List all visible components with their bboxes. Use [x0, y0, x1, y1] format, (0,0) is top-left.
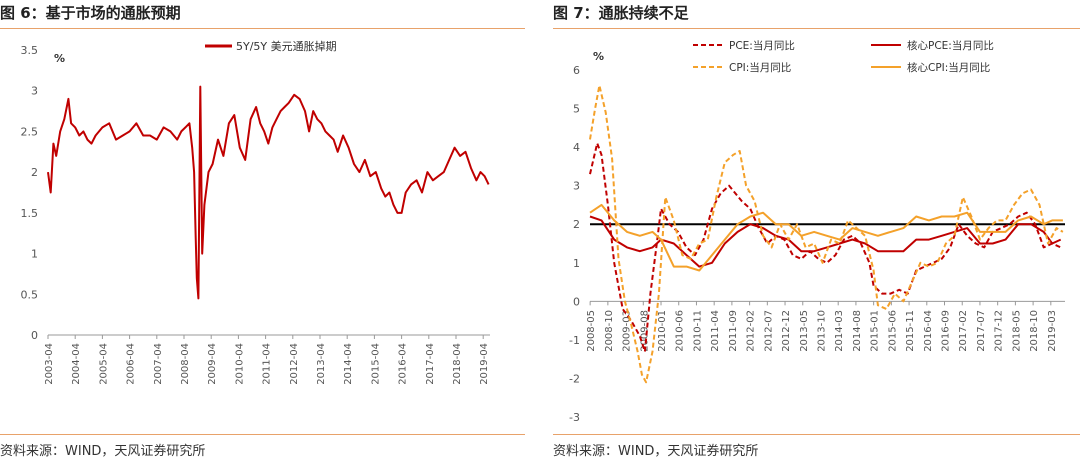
- x-tick-label: 2009-04: [207, 343, 218, 385]
- x-tick-label: 2005-04: [98, 343, 109, 385]
- x-tick-label: 2008-10: [604, 310, 615, 352]
- panel-left: 图 6：基于市场的通胀预期 0 0.5 1 1.5 2 2.5 3 3.5% 2003-04 20…: [0, 0, 525, 467]
- legend-label-3: CPI:当月同比: [729, 61, 791, 74]
- x-tick-label: 2015-04: [370, 343, 381, 385]
- x-tick-label: 2008-05: [586, 310, 597, 352]
- series-line-4: [589, 203, 1063, 272]
- chart-title-right: 图 7：通胀持续不足: [553, 4, 689, 22]
- x-tick-label: 2004-04: [71, 343, 82, 385]
- x-tick-label: 2019-04: [479, 343, 490, 385]
- x-tick-label: 2018-05: [1011, 310, 1022, 352]
- x-tick-label: 2015-06: [887, 310, 898, 352]
- y-unit-label: %: [54, 52, 65, 65]
- y-tick-label: 1.5: [21, 207, 39, 220]
- title-divider-right: [553, 28, 1080, 29]
- chart-title-left: 图 6：基于市场的通胀预期: [0, 4, 181, 22]
- x-tick-label: 2003-04: [44, 343, 55, 385]
- x-tick-label: 2015-11: [905, 310, 916, 352]
- x-tick-label: 2010-01: [657, 310, 668, 352]
- x-tick-label: 2016-09: [941, 310, 952, 352]
- y-tick-label: 4: [573, 141, 580, 154]
- x-tick-label: 2014-04: [343, 343, 354, 385]
- x-tick-label: 2011-04: [262, 343, 273, 385]
- x-tick-label: 2012-07: [763, 310, 774, 352]
- series-line-1: [589, 142, 1062, 353]
- x-tick-label: 2008-04: [180, 343, 191, 385]
- x-tick-label: 2013-10: [816, 310, 827, 352]
- x-tick-label: 2012-12: [781, 310, 792, 352]
- y-tick-label: 1: [573, 257, 580, 270]
- y-tick-label: 5: [573, 103, 580, 116]
- x-tick-label: 2013-05: [799, 310, 810, 352]
- y-tick-label: 2: [573, 218, 580, 231]
- x-tick-label: 2018-10: [1029, 310, 1040, 352]
- x-tick-label: 2016-04: [923, 310, 934, 352]
- x-tick-label: 2011-09: [728, 310, 739, 352]
- y-tick-label: 0.5: [21, 288, 39, 301]
- x-tick-label: 2006-04: [126, 343, 137, 385]
- series-line-3: [589, 84, 1064, 384]
- x-tick-label: 2017-02: [958, 310, 969, 352]
- y-tick-label: 3: [573, 180, 580, 193]
- x-tick-label: 2017-12: [994, 310, 1005, 352]
- y-tick-label: 2.5: [21, 125, 39, 138]
- y-tick-label: 3.5: [21, 44, 39, 57]
- series-line-2: [589, 215, 1062, 268]
- y-tick-label: 3: [31, 85, 38, 98]
- source-note-left: 资料来源：WIND，天风证券研究所: [0, 444, 206, 459]
- x-tick-label: 2016-04: [398, 343, 409, 385]
- x-tick-label: 2010-04: [234, 343, 245, 385]
- chart-right: -3 -2 -1 0 1 2 3 4 5 6% 2008-05 2008-10 2009-03 2009-…: [569, 39, 1065, 424]
- x-tick-label: 2015-01: [870, 310, 881, 352]
- source-divider-left: [0, 434, 525, 435]
- y-tick-label: 0: [573, 295, 580, 308]
- y-tick-label: -1: [569, 334, 580, 347]
- x-tick-label: 2014-08: [852, 310, 863, 352]
- y-tick-label: 6: [573, 64, 580, 77]
- x-tick-label: 2017-04: [425, 343, 436, 385]
- y-tick-label: 2: [31, 166, 38, 179]
- source-divider-right: [553, 434, 1080, 435]
- y-tick-label: -3: [569, 411, 580, 424]
- x-tick-label: 2010-06: [675, 310, 686, 352]
- y-tick-label: 0: [31, 329, 38, 342]
- source-note-right: 资料来源：WIND，天风证券研究所: [553, 444, 759, 459]
- x-tick-label: 2019-03: [1047, 310, 1058, 352]
- title-divider-left: [0, 28, 525, 29]
- x-tick-label: 2007-04: [153, 343, 164, 385]
- panel-right: 图 7：通胀持续不足 -3 -2 -1 0 1 2 3 4 5 6% 2008-05 2008-10 2…: [553, 0, 1080, 467]
- x-tick-label: 2018-04: [452, 343, 463, 385]
- x-tick-label: 2013-04: [316, 343, 327, 385]
- x-tick-label: 2009-08: [639, 310, 650, 352]
- y-tick-label: -2: [569, 372, 580, 385]
- legend-label: 5Y/5Y 美元通胀掉期: [236, 39, 337, 53]
- legend-label-1: PCE:当月同比: [729, 39, 795, 52]
- chart-left: 0 0.5 1 1.5 2 2.5 3 3.5% 2003-04 2004-04 2005-04 20…: [21, 39, 491, 385]
- x-tick-label: 2014-03: [834, 310, 845, 352]
- legend-label-4: 核心CPI:当月同比: [907, 61, 990, 74]
- x-tick-label: 2010-11: [692, 310, 703, 352]
- x-tick-label: 2012-02: [746, 310, 757, 352]
- x-tick-label: 2011-04: [710, 310, 721, 352]
- y-unit-label: %: [593, 50, 604, 63]
- legend-label-2: 核心PCE:当月同比: [907, 39, 994, 52]
- x-tick-label: 2017-07: [976, 310, 987, 352]
- x-tick-label: 2012-04: [289, 343, 300, 385]
- x-tick-label: 2009-03: [622, 310, 633, 352]
- series-line-1: [47, 85, 490, 300]
- y-tick-label: 1: [31, 248, 38, 261]
